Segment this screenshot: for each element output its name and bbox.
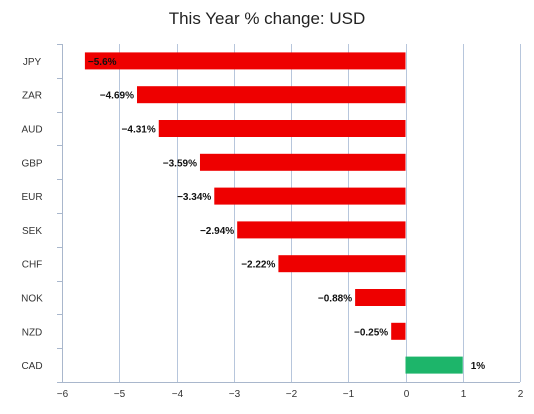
x-tick-label: 1 [461, 389, 467, 400]
bar-chf [278, 255, 406, 273]
bar-nzd [391, 322, 406, 340]
axes [57, 44, 520, 383]
data-label: −3.34% [177, 192, 211, 203]
data-label: −5.6% [88, 57, 117, 68]
category-label: JPY [23, 57, 42, 68]
bar-zar [136, 86, 406, 104]
x-tick-label: −5 [114, 389, 126, 400]
category-label: EUR [21, 192, 42, 203]
x-tick-label: 2 [518, 389, 524, 400]
bar-jpy [84, 52, 406, 70]
x-tick-label: −2 [286, 389, 298, 400]
chart-title: This Year % change: USD [169, 9, 366, 28]
category-label: GBP [21, 158, 42, 169]
bar-aud [158, 120, 406, 137]
data-label: −2.22% [241, 260, 275, 271]
x-tick-label: −6 [57, 389, 69, 400]
category-labels: JPY ZAR AUD GBP EUR SEK CHF NOK NZD CAD [21, 57, 43, 372]
category-label: SEK [22, 226, 42, 237]
data-label: 1% [471, 361, 486, 372]
bar-nok [355, 289, 406, 306]
x-tick-labels: −6 −5 −4 −3 −2 −1 0 1 2 [57, 389, 524, 400]
data-label: −4.69% [100, 91, 134, 102]
category-label: NZD [22, 327, 43, 338]
x-tick-label: −1 [343, 389, 355, 400]
bar-gbp [199, 153, 406, 171]
data-label: −0.25% [354, 327, 388, 338]
x-tick-label: −4 [172, 389, 184, 400]
data-label: −3.59% [163, 158, 197, 169]
bar-cad [405, 356, 463, 374]
category-label: AUD [21, 125, 42, 136]
x-tick-label: −3 [229, 389, 241, 400]
category-label: NOK [21, 294, 43, 305]
bar-sek [237, 221, 406, 239]
data-labels: −5.6% −4.69% −4.31% −3.59% −3.34% −2.94% −2.22… [88, 57, 485, 372]
x-tick-label: 0 [404, 389, 410, 400]
category-label: CAD [21, 361, 42, 372]
data-label: −0.88% [318, 294, 352, 305]
data-label: −2.94% [200, 226, 234, 237]
category-label: ZAR [22, 91, 42, 102]
bar-eur [214, 187, 406, 205]
category-label: CHF [22, 260, 43, 271]
data-label: −4.31% [122, 125, 156, 136]
bars [84, 52, 463, 374]
